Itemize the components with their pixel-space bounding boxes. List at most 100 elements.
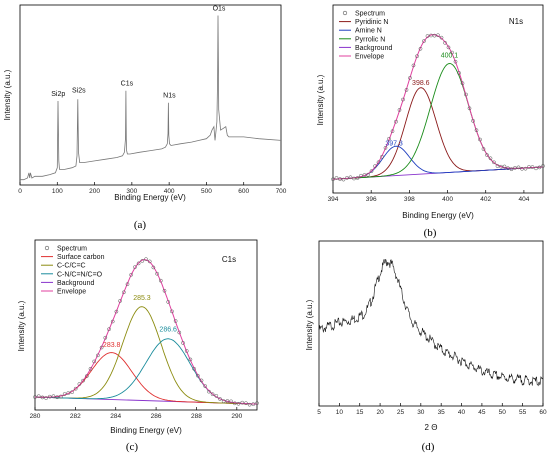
- spectrum-point: [214, 394, 219, 398]
- x-tick-label: 288: [191, 413, 202, 420]
- spectrum-point: [133, 265, 137, 270]
- spectrum-point: [474, 128, 479, 133]
- spectrum-point: [218, 397, 222, 401]
- x-tick-label: 286: [151, 413, 162, 420]
- spectrum-point: [240, 400, 245, 405]
- spectrum-point: [502, 164, 507, 169]
- x-tick-label: 20: [376, 409, 384, 416]
- component-curve: [34, 352, 257, 405]
- spectrum-point: [443, 40, 447, 45]
- spectrum-point: [478, 137, 482, 142]
- spectrum-point: [162, 288, 167, 293]
- spectrum-point: [401, 97, 405, 102]
- spectrum-point: [506, 166, 510, 171]
- spectrum-point: [453, 59, 458, 64]
- spectrum-point: [110, 319, 115, 324]
- spectrum-point: [36, 394, 41, 399]
- spectrum-point: [338, 177, 342, 181]
- spectrum-point: [422, 39, 426, 43]
- spectrum-point: [107, 327, 111, 332]
- spectrum-point: [203, 384, 208, 389]
- peak-annotation: C1s: [121, 81, 134, 88]
- spectrum-point: [236, 401, 241, 406]
- x-tick-label: 15: [356, 409, 364, 416]
- spectrum-point: [450, 50, 454, 55]
- x-tick-label: 30: [417, 409, 425, 416]
- panel-d-letter: (d): [422, 441, 435, 453]
- component-curve: [332, 87, 544, 180]
- legend-label: C-N/C=N/C=O: [57, 271, 103, 278]
- spectrum-point: [99, 345, 104, 350]
- legend-label: Envelope: [355, 54, 384, 61]
- spectrum-point: [247, 402, 252, 407]
- x-tick-label: 280: [30, 413, 41, 420]
- panel-c-ylabel: Intensity (a.u.): [17, 300, 26, 351]
- xrd-pattern-line: [318, 259, 544, 387]
- x-tick-label: 300: [126, 188, 137, 195]
- panel-b-xlabel: Binding Energy (eV): [402, 211, 474, 220]
- spectrum-point: [244, 401, 248, 406]
- panel-a-survey-spectrum: 0 100 200 300 400 500 600 700 Si2p Si2s C1s N1s O1s…: [3, 4, 287, 231]
- legend-label: Envelope: [57, 289, 86, 296]
- peak-annotation: Si2p: [51, 91, 65, 98]
- spectrum-point: [331, 177, 335, 182]
- spectrum-point: [192, 366, 196, 371]
- x-tick-label: 284: [110, 413, 121, 420]
- panel-c-plot-area: [33, 257, 259, 407]
- x-tick-label: 400: [442, 196, 453, 203]
- spectrum-point: [136, 261, 141, 266]
- spectrum-point: [537, 165, 542, 170]
- panel-d-ylabel: Intensity (a.u.): [305, 299, 314, 350]
- spectrum-point: [390, 129, 395, 134]
- spectrum-point: [84, 374, 89, 378]
- legend-label: Surface carbon: [57, 254, 105, 261]
- spectrum-point: [464, 92, 468, 97]
- spectrum-point: [481, 147, 486, 151]
- spectrum-point: [345, 176, 349, 180]
- spectrum-point: [387, 136, 391, 141]
- envelope-curve: [332, 34, 544, 180]
- spectrum-point: [376, 160, 381, 165]
- panel-b-title: N1s: [509, 17, 523, 26]
- spectrum-point: [467, 106, 472, 111]
- spectrum-point: [73, 386, 78, 391]
- spectrum-point: [432, 33, 437, 38]
- legend-marker-circle: [342, 10, 348, 16]
- spectrum-point: [40, 395, 45, 400]
- spectrum-point: [195, 373, 200, 378]
- x-tick-label: 55: [519, 409, 527, 416]
- spectrum-point: [492, 160, 496, 165]
- panel-c-xlabel: Binding Energy (eV): [110, 426, 182, 435]
- legend-label: Background: [57, 280, 94, 287]
- spectrum-point: [66, 391, 71, 395]
- spectrum-point: [207, 389, 211, 394]
- x-tick-label: 404: [518, 196, 529, 203]
- panel-d-x-ticks: 5 10 15 20 25 30 35 40 45 50 55 60: [317, 403, 547, 416]
- spectrum-point: [103, 335, 108, 340]
- peak-label: 286.6: [159, 326, 177, 333]
- spectrum-point: [397, 108, 402, 112]
- panel-b-plot-area: [331, 33, 545, 182]
- spectrum-point: [534, 166, 538, 171]
- spectrum-point: [348, 175, 353, 180]
- peak-label: 397.3: [385, 141, 403, 148]
- peak-label: 285.3: [133, 295, 151, 302]
- spectrum-point: [118, 299, 122, 303]
- x-tick-label: 25: [397, 409, 405, 416]
- x-tick-label: 400: [164, 188, 175, 195]
- panel-b-x-ticks: 394 396 398 400 402 404: [328, 190, 530, 203]
- spectrum-point: [380, 154, 384, 159]
- spectrum-point: [158, 278, 163, 283]
- x-tick-label: 396: [366, 196, 377, 203]
- panel-a-xlabel: Binding Energy (eV): [114, 193, 186, 202]
- panel-a-frame: [19, 4, 282, 186]
- legend-label: Spectrum: [355, 11, 385, 18]
- spectrum-point: [184, 349, 189, 353]
- legend-label: Spectrum: [57, 246, 87, 253]
- panel-d-xrd-pattern: 5 10 15 20 25 30 35 40 45 50 55 60 2 Θ Intensity (a…: [305, 240, 547, 453]
- spectrum-point: [495, 164, 500, 168]
- panel-c-x-ticks: 280 282 284 286 288 290: [30, 407, 243, 420]
- survey-spectrum-line: [20, 15, 282, 181]
- peak-annotation: N1s: [163, 93, 176, 100]
